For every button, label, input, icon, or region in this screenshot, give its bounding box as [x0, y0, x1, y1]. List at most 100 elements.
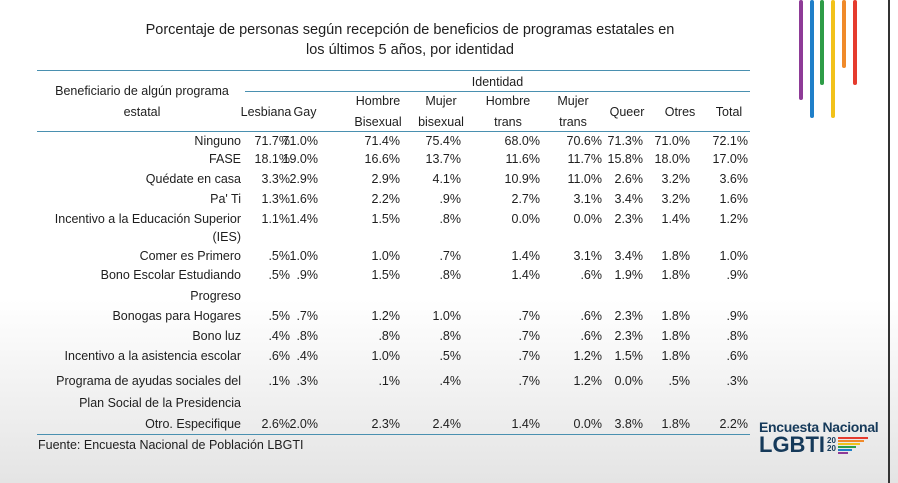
- cell-value: .5%: [268, 268, 290, 282]
- cell-value: 1.0%: [289, 249, 319, 263]
- cell-value: 19.0%: [282, 152, 318, 166]
- cell-value: 17.0%: [712, 152, 748, 166]
- row-label: Programa de ayudas sociales del: [56, 374, 241, 388]
- cell-value: 4.1%: [432, 172, 462, 186]
- column-header-line: Hombre: [485, 94, 531, 108]
- cell-value: .7%: [439, 249, 461, 263]
- cell-value: .1%: [268, 374, 290, 388]
- column-header: Total: [689, 102, 769, 123]
- cell-value: .6%: [268, 349, 290, 363]
- cell-value: .6%: [580, 268, 602, 282]
- column-header-line: Otres: [664, 105, 696, 119]
- cell-value: 1.4%: [511, 249, 541, 263]
- table-top-rule: [37, 70, 750, 71]
- row-label: Quédate en casa: [145, 172, 241, 186]
- cell-value: 3.2%: [661, 172, 691, 186]
- cell-value: 71.7%: [254, 134, 290, 148]
- column-header-line: trans: [494, 115, 522, 129]
- column-header: Hombre trans: [468, 91, 548, 133]
- logo-bar: [837, 436, 868, 439]
- cell-value: .4%: [268, 329, 290, 343]
- row-header-line-2: estatal: [123, 105, 161, 119]
- cell-value: 1.2%: [371, 309, 401, 323]
- cell-value: .6%: [580, 309, 602, 323]
- logo-bar: [837, 439, 864, 442]
- cell-value: 68.0%: [504, 134, 540, 148]
- logo-bar: [837, 445, 856, 448]
- cell-value: 1.8%: [661, 309, 691, 323]
- cell-value: 2.3%: [614, 329, 644, 343]
- cell-value: 3.1%: [573, 249, 603, 263]
- cell-value: 1.2%: [573, 349, 603, 363]
- cell-value: 0.0%: [573, 212, 603, 226]
- stripe: [853, 0, 857, 85]
- cell-value: 1.5%: [614, 349, 644, 363]
- cell-value: 3.3%: [261, 172, 291, 186]
- column-header: Hombre Bisexual: [338, 91, 418, 133]
- cell-value: 1.4%: [511, 268, 541, 282]
- cell-value: .8%: [726, 329, 748, 343]
- cell-value: .7%: [296, 309, 318, 323]
- cell-value: .7%: [518, 349, 540, 363]
- cell-value: 1.8%: [661, 349, 691, 363]
- cell-value: .5%: [268, 309, 290, 323]
- column-header: Gay: [265, 102, 345, 123]
- stripe: [831, 0, 835, 118]
- column-header-line: trans: [559, 115, 587, 129]
- cell-value: 1.3%: [261, 192, 291, 206]
- cell-value: .9%: [726, 268, 748, 282]
- cell-value: 10.9%: [504, 172, 540, 186]
- cell-value: 18.1%: [254, 152, 290, 166]
- cell-value: 11.7%: [567, 152, 602, 166]
- cell-value: .1%: [378, 374, 400, 388]
- cell-value: 16.6%: [364, 152, 400, 166]
- cell-value: .4%: [439, 374, 461, 388]
- cell-value: 1.8%: [661, 249, 691, 263]
- cell-value: 2.3%: [614, 309, 644, 323]
- logo-line-1: Encuesta Nacional: [759, 419, 879, 435]
- cell-value: 0.0%: [511, 212, 541, 226]
- title-line-1: Porcentaje de personas según recepción d…: [145, 22, 675, 38]
- logo-bar: [837, 442, 860, 445]
- right-border: [888, 0, 890, 483]
- stripe: [820, 0, 824, 85]
- cell-value: 1.0%: [371, 249, 401, 263]
- cell-value: .8%: [439, 268, 461, 282]
- cell-value: 2.9%: [371, 172, 401, 186]
- column-header-line: Total: [715, 105, 743, 119]
- row-label: Pa' Ti: [210, 192, 241, 206]
- cell-value: 2.6%: [261, 417, 291, 431]
- cell-value: .7%: [518, 374, 540, 388]
- cell-value: 1.0%: [719, 249, 749, 263]
- row-label: Ninguno: [194, 134, 241, 148]
- table-title: Porcentaje de personas según recepción d…: [100, 20, 720, 60]
- cell-value: 1.0%: [371, 349, 401, 363]
- cell-value: .6%: [580, 329, 602, 343]
- column-header-line: Lesbiana: [240, 105, 292, 119]
- stripe: [799, 0, 803, 100]
- cell-value: 1.9%: [614, 268, 644, 282]
- cell-value: 15.8%: [607, 152, 643, 166]
- column-header-line: Queer: [609, 105, 645, 119]
- cell-value: 2.4%: [432, 417, 462, 431]
- cell-value: 1.6%: [289, 192, 319, 206]
- column-header-line: Mujer: [425, 94, 457, 108]
- cell-value: .7%: [518, 309, 540, 323]
- cell-value: 2.0%: [289, 417, 319, 431]
- column-header-line: Gay: [293, 105, 317, 119]
- row-label: Incentivo a la Educación Superior: [54, 212, 241, 226]
- cell-value: 72.1%: [712, 134, 748, 148]
- cell-value: .8%: [439, 212, 461, 226]
- cell-value: 2.3%: [614, 212, 644, 226]
- group-header: Identidad: [471, 75, 524, 89]
- column-header: Queer: [587, 102, 667, 123]
- cell-value: 70.6%: [566, 134, 602, 148]
- row-label: Bono Escolar Estudiando: [100, 268, 241, 282]
- row-label: Comer es Primero: [139, 249, 241, 263]
- column-header: Mujer trans: [533, 91, 613, 133]
- cell-value: 1.4%: [661, 212, 691, 226]
- row-label: Otro. Especifique: [145, 417, 241, 431]
- cell-value: .5%: [668, 374, 690, 388]
- row-header: Beneficiario de algún programa estatal: [37, 81, 247, 123]
- cell-value: 71.3%: [607, 134, 643, 148]
